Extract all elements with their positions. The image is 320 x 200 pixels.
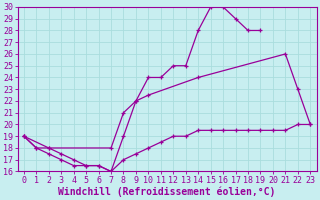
X-axis label: Windchill (Refroidissement éolien,°C): Windchill (Refroidissement éolien,°C) <box>58 186 276 197</box>
